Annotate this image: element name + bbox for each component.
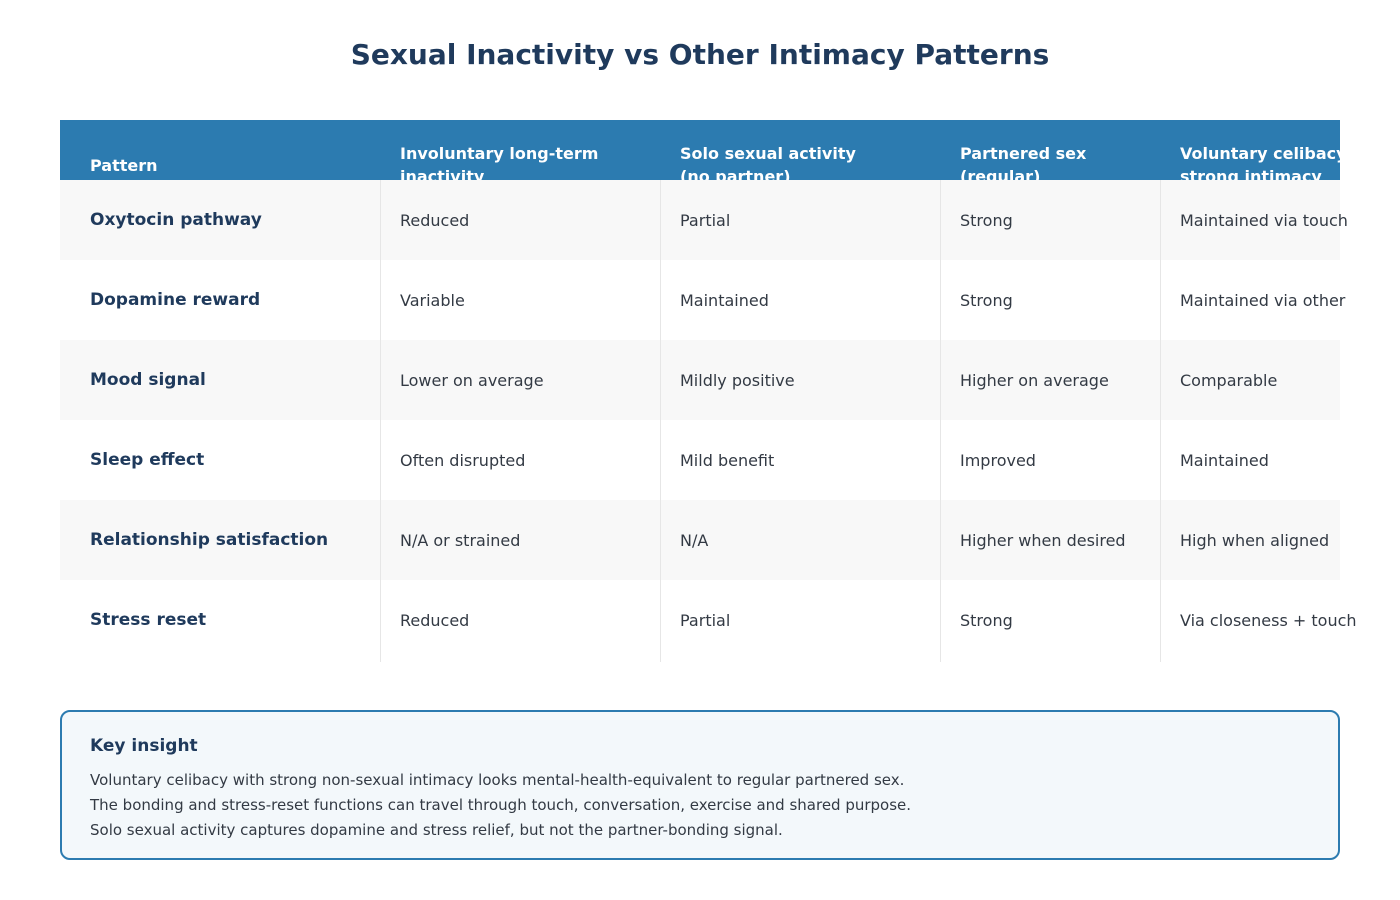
table-cell: Dopamine reward [90, 290, 261, 310]
table-row: Relationship satisfaction N/A or strained… [60, 500, 1340, 580]
table-cell: Mild benefit [680, 450, 775, 470]
table-cell: Often disrupted [400, 450, 526, 470]
table-cell: Mildly positive [680, 370, 795, 390]
table-cell: Via closeness + touch [1180, 610, 1357, 630]
header-text: Involuntary long-term inactivity [400, 144, 599, 180]
table-cell: Higher on average [960, 370, 1109, 390]
insight-box: Key insight Voluntary celibacy with stro… [60, 710, 1340, 860]
table-header: Pattern Involuntary long-term inactivity S… [60, 120, 1340, 180]
header-text: Partnered sex (regular) [960, 144, 1087, 180]
header-cell: Solo sexual activity (no partner) [680, 120, 880, 180]
table-row: Oxytocin pathway Reduced Partial Strong Main… [60, 180, 1348, 260]
column-divider [660, 180, 661, 662]
table-cell: Variable [400, 290, 465, 310]
header-cell: Pattern [90, 120, 158, 180]
table-cell: Comparable [1180, 370, 1278, 390]
table-cell: N/A or strained [400, 530, 521, 550]
table-cell: Maintained [1180, 450, 1269, 470]
insight-title: Key insight [90, 736, 198, 756]
table-row: Stress reset Reduced Partial Strong Via clos… [60, 580, 1357, 660]
table-cell: Mood signal [90, 370, 206, 390]
table-cell: Improved [960, 450, 1036, 470]
table-row: Mood signal Lower on average Mildly positi… [60, 340, 1340, 420]
table-cell: Stress reset [90, 610, 207, 630]
table-cell: Reduced [400, 610, 470, 630]
column-divider [380, 180, 381, 662]
table-cell: Strong [960, 290, 1013, 310]
header-cell: Voluntary celibacy + strong intimacy [1180, 120, 1340, 180]
table-cell: Sleep effect [90, 450, 205, 470]
table-cell: Partial [680, 610, 731, 630]
table-cell: High when aligned [1180, 530, 1330, 550]
header-text: Voluntary celibacy + strong intimacy [1180, 144, 1340, 180]
insight-line: Voluntary celibacy with strong non-sexua… [90, 771, 905, 789]
table-cell: Strong [960, 610, 1013, 630]
table-cell: Lower on average [400, 370, 544, 390]
table-cell: Reduced [400, 210, 470, 230]
table-row: Dopamine reward Variable Maintained Strong M… [60, 260, 1345, 340]
insight-line: The bonding and stress-reset functions c… [90, 796, 912, 814]
column-divider [940, 180, 941, 662]
header-text: Solo sexual activity (no partner) [680, 144, 856, 180]
table-cell: Higher when desired [960, 530, 1126, 550]
table-cell: Maintained via other [1180, 290, 1346, 310]
table-row: Sleep effect Often disrupted Mild benefit I… [60, 420, 1340, 500]
table-cell: Oxytocin pathway [90, 210, 262, 230]
header-cell: Partnered sex (regular) [960, 120, 1160, 180]
header-text: Pattern [90, 155, 158, 175]
table-cell: Maintained [680, 290, 769, 310]
header-cell: Involuntary long-term inactivity [400, 120, 600, 180]
page-title: Sexual Inactivity vs Other Intimacy Patt… [350, 38, 1050, 71]
table-cell: Strong [960, 210, 1013, 230]
table-cell: N/A [680, 530, 709, 550]
table-cell: Partial [680, 210, 731, 230]
table-cell: Relationship satisfaction [90, 530, 329, 550]
insight-line: Solo sexual activity captures dopamine a… [90, 821, 783, 839]
column-divider [1160, 180, 1161, 662]
table-cell: Maintained via touch [1180, 210, 1348, 230]
